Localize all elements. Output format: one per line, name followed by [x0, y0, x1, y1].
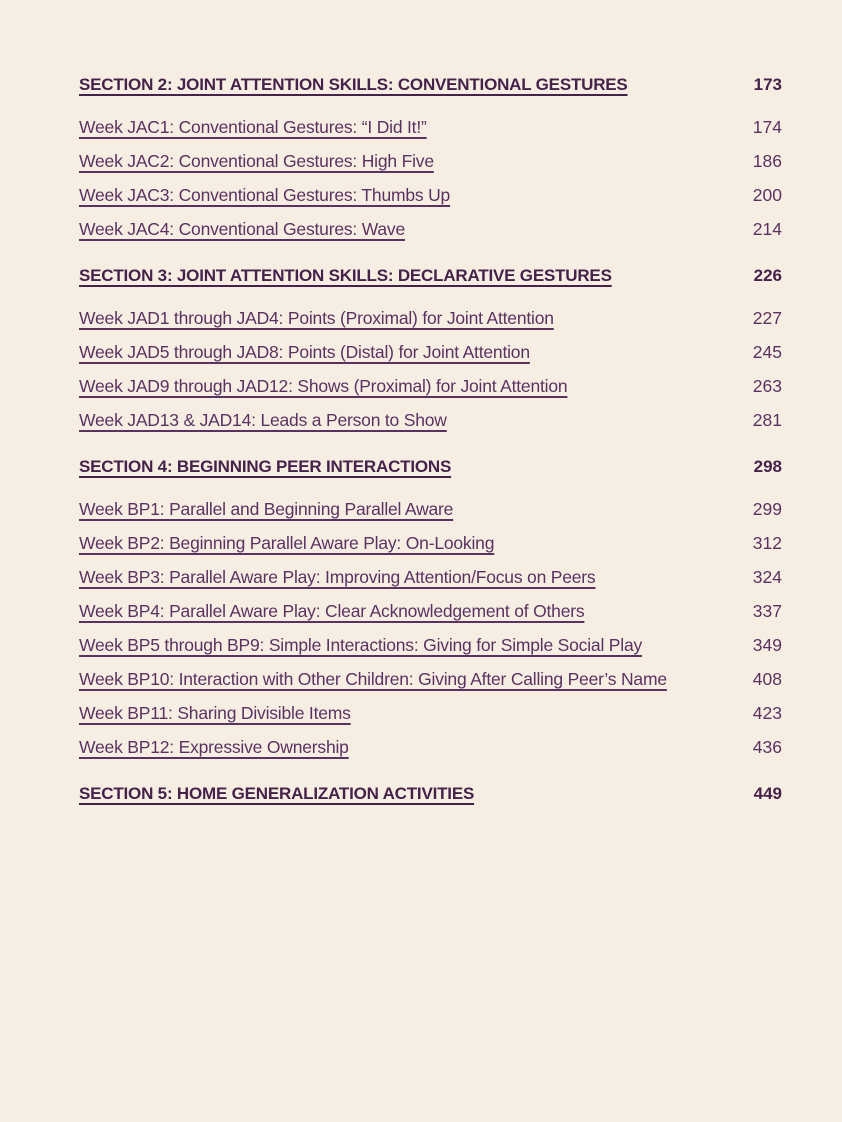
toc-entry-row: Week BP3: Parallel Aware Play: Improving…: [79, 566, 782, 588]
toc-section-header-row: SECTION 4: BEGINNING PEER INTERACTIONS 2…: [79, 456, 782, 478]
toc-entry-row: Week BP2: Beginning Parallel Aware Play:…: [79, 532, 782, 554]
toc-entry-page-number: 186: [752, 151, 782, 171]
toc-entry-link[interactable]: Week JAD1 through JAD4: Points (Proximal…: [79, 308, 554, 328]
toc-entry-row: Week JAC3: Conventional Gestures: Thumbs…: [79, 184, 782, 206]
toc-entry-page-number: 299: [752, 499, 782, 519]
toc-entry-page-number: 227: [752, 308, 782, 328]
toc-entry-row: Week JAD13 & JAD14: Leads a Person to Sh…: [79, 409, 782, 431]
toc-section-entries: Week JAD1 through JAD4: Points (Proximal…: [79, 307, 782, 431]
toc-entry-page-number: 436: [752, 737, 782, 757]
toc-entry-row: Week BP12: Expressive Ownership 436: [79, 736, 782, 758]
toc-entry-page-number: 312: [752, 533, 782, 553]
toc-entry-page-number: 174: [752, 117, 782, 137]
toc-entry-page-number: 245: [752, 342, 782, 362]
toc-entry-page-number: 263: [752, 376, 782, 396]
toc-entry-page-number: 324: [752, 567, 782, 587]
toc-entry-link[interactable]: Week JAC3: Conventional Gestures: Thumbs…: [79, 185, 451, 205]
toc-section-header-row: SECTION 3: JOINT ATTENTION SKILLS: DECLA…: [79, 265, 782, 287]
toc-section-entries: Week JAC1: Conventional Gestures: “I Did…: [79, 116, 782, 240]
toc-entry-page-number: 423: [752, 703, 782, 723]
toc-entry-link[interactable]: Week BP2: Beginning Parallel Aware Play:…: [79, 533, 495, 553]
toc-entry-row: Week JAC1: Conventional Gestures: “I Did…: [79, 116, 782, 138]
toc-entry-link[interactable]: Week BP4: Parallel Aware Play: Clear Ack…: [79, 601, 585, 621]
toc-section-page-number: 298: [753, 457, 782, 476]
toc-section: SECTION 3: JOINT ATTENTION SKILLS: DECLA…: [79, 265, 782, 431]
toc-entry-row: Week BP11: Sharing Divisible Items 423: [79, 702, 782, 724]
toc-section-link[interactable]: SECTION 5: HOME GENERALIZATION ACTIVITIE…: [79, 784, 475, 803]
toc-section-page-number: 173: [753, 75, 782, 94]
toc-entry-row: Week JAC4: Conventional Gestures: Wave 2…: [79, 218, 782, 240]
toc-entry-row: Week BP1: Parallel and Beginning Paralle…: [79, 498, 782, 520]
toc-entry-row: Week JAC2: Conventional Gestures: High F…: [79, 150, 782, 172]
toc-entry-link[interactable]: Week BP5 through BP9: Simple Interaction…: [79, 635, 643, 655]
toc-section-header-row: SECTION 5: HOME GENERALIZATION ACTIVITIE…: [79, 783, 782, 805]
toc-entry-row: Week JAD5 through JAD8: Points (Distal) …: [79, 341, 782, 363]
toc-entry-link[interactable]: Week BP11: Sharing Divisible Items: [79, 703, 351, 723]
toc-section-entries: Week BP1: Parallel and Beginning Paralle…: [79, 498, 782, 758]
toc-entry-link[interactable]: Week BP3: Parallel Aware Play: Improving…: [79, 567, 596, 587]
toc-section: SECTION 2: JOINT ATTENTION SKILLS: CONVE…: [79, 74, 782, 240]
toc-entry-link[interactable]: Week JAC2: Conventional Gestures: High F…: [79, 151, 434, 171]
toc-section-page-number: 226: [753, 266, 782, 285]
toc-section-link[interactable]: SECTION 4: BEGINNING PEER INTERACTIONS: [79, 457, 452, 476]
toc-entry-page-number: 281: [752, 410, 782, 430]
toc-entry-link[interactable]: Week BP10: Interaction with Other Childr…: [79, 669, 667, 689]
toc-entry-link[interactable]: Week JAD9 through JAD12: Shows (Proximal…: [79, 376, 568, 396]
toc-entry-row: Week BP5 through BP9: Simple Interaction…: [79, 634, 782, 656]
toc-entry-link[interactable]: Week JAD5 through JAD8: Points (Distal) …: [79, 342, 530, 362]
toc-section-link[interactable]: SECTION 2: JOINT ATTENTION SKILLS: CONVE…: [79, 75, 628, 94]
toc-entry-row: Week JAD9 through JAD12: Shows (Proximal…: [79, 375, 782, 397]
toc-entry-row: Week BP10: Interaction with Other Childr…: [79, 668, 782, 690]
toc-section: SECTION 5: HOME GENERALIZATION ACTIVITIE…: [79, 783, 782, 805]
toc-entry-row: Week BP4: Parallel Aware Play: Clear Ack…: [79, 600, 782, 622]
toc-section-link[interactable]: SECTION 3: JOINT ATTENTION SKILLS: DECLA…: [79, 266, 612, 285]
toc-entry-page-number: 349: [752, 635, 782, 655]
toc-section: SECTION 4: BEGINNING PEER INTERACTIONS 2…: [79, 456, 782, 758]
toc-entry-page-number: 214: [752, 219, 782, 239]
table-of-contents: SECTION 2: JOINT ATTENTION SKILLS: CONVE…: [79, 74, 782, 805]
toc-entry-link[interactable]: Week BP1: Parallel and Beginning Paralle…: [79, 499, 454, 519]
toc-entry-link[interactable]: Week JAC4: Conventional Gestures: Wave: [79, 219, 406, 239]
toc-entry-page-number: 337: [752, 601, 782, 621]
toc-entry-page-number: 408: [752, 669, 782, 689]
toc-section-page-number: 449: [753, 784, 782, 803]
toc-entry-link[interactable]: Week JAC1: Conventional Gestures: “I Did…: [79, 117, 427, 137]
toc-entry-link[interactable]: Week JAD13 & JAD14: Leads a Person to Sh…: [79, 410, 447, 430]
toc-entry-page-number: 200: [752, 185, 782, 205]
toc-section-header-row: SECTION 2: JOINT ATTENTION SKILLS: CONVE…: [79, 74, 782, 96]
toc-entry-row: Week JAD1 through JAD4: Points (Proximal…: [79, 307, 782, 329]
toc-entry-link[interactable]: Week BP12: Expressive Ownership: [79, 737, 349, 757]
